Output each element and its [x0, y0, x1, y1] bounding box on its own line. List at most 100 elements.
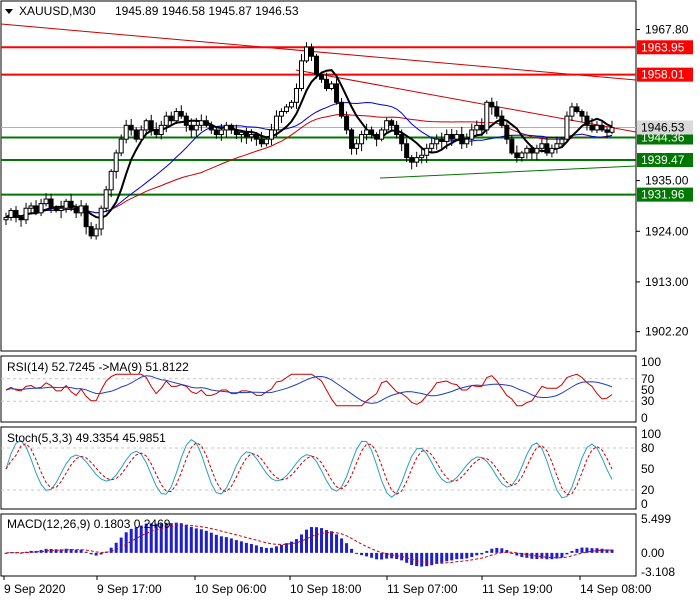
candle[interactable] — [309, 43, 315, 62]
candle[interactable] — [268, 123, 274, 146]
candle[interactable] — [414, 151, 420, 168]
candle[interactable] — [379, 127, 385, 142]
candle[interactable] — [143, 118, 149, 135]
candle[interactable] — [409, 155, 415, 170]
candle[interactable] — [479, 118, 485, 137]
trendline-mid[interactable] — [295, 69, 637, 133]
candle[interactable] — [128, 118, 134, 136]
candle[interactable] — [43, 193, 49, 207]
candle[interactable] — [153, 122, 159, 139]
candle[interactable] — [163, 111, 169, 133]
triangle-down-icon[interactable] — [5, 9, 13, 14]
candle[interactable] — [293, 83, 299, 110]
candle[interactable] — [539, 138, 545, 153]
candle[interactable] — [354, 139, 360, 155]
candle[interactable] — [223, 121, 229, 138]
candle[interactable] — [48, 193, 54, 213]
candle[interactable] — [579, 109, 585, 123]
candle[interactable] — [344, 111, 350, 135]
stoch-panel[interactable] — [0, 426, 637, 510]
candle[interactable] — [429, 136, 435, 153]
candle[interactable] — [63, 198, 69, 213]
candle[interactable] — [263, 137, 269, 147]
candle[interactable] — [133, 127, 139, 143]
candle[interactable] — [178, 105, 184, 119]
candle[interactable] — [203, 115, 209, 128]
macd-panel[interactable] — [0, 513, 637, 577]
candle[interactable] — [449, 128, 455, 146]
candle[interactable] — [509, 135, 515, 155]
candle[interactable] — [218, 123, 224, 141]
candle[interactable] — [113, 149, 119, 179]
candle[interactable] — [584, 111, 590, 131]
candle[interactable] — [303, 42, 309, 64]
candle[interactable] — [439, 132, 445, 149]
candle[interactable] — [188, 118, 194, 138]
candle[interactable] — [389, 118, 395, 131]
candle[interactable] — [248, 129, 254, 142]
candle[interactable] — [98, 205, 104, 236]
candle[interactable] — [459, 126, 465, 149]
candle[interactable] — [519, 150, 525, 162]
candle[interactable] — [529, 145, 535, 160]
candle[interactable] — [314, 54, 320, 79]
candle[interactable] — [434, 134, 440, 150]
candle[interactable] — [419, 148, 425, 164]
candle[interactable] — [198, 114, 204, 132]
candle[interactable] — [369, 126, 375, 139]
candle[interactable] — [233, 124, 239, 140]
candle[interactable] — [23, 202, 29, 225]
candle[interactable] — [258, 131, 264, 148]
candle[interactable] — [173, 108, 179, 124]
candle[interactable] — [534, 144, 540, 161]
candle[interactable] — [213, 126, 219, 139]
candle[interactable] — [13, 206, 19, 223]
candle[interactable] — [424, 143, 430, 163]
candle[interactable] — [88, 222, 94, 240]
trendline-support[interactable] — [379, 165, 637, 179]
candle[interactable] — [349, 128, 355, 155]
candle[interactable] — [569, 102, 575, 122]
price-panel[interactable] — [0, 0, 637, 352]
candle[interactable] — [564, 111, 570, 143]
candle[interactable] — [559, 136, 565, 147]
candle[interactable] — [28, 202, 34, 215]
candle[interactable] — [339, 98, 345, 119]
candle[interactable] — [273, 110, 279, 137]
candle[interactable] — [68, 193, 74, 212]
candle[interactable] — [594, 121, 600, 134]
candle[interactable] — [329, 81, 335, 91]
candle[interactable] — [33, 200, 39, 216]
candle[interactable] — [599, 121, 605, 132]
candle[interactable] — [108, 169, 114, 198]
candle[interactable] — [364, 123, 370, 141]
candle[interactable] — [38, 198, 44, 217]
candle[interactable] — [454, 130, 460, 142]
candle[interactable] — [18, 215, 24, 227]
candle[interactable] — [83, 203, 89, 235]
candle[interactable] — [609, 120, 615, 135]
candle[interactable] — [504, 122, 510, 145]
candle[interactable] — [489, 97, 495, 115]
candle[interactable] — [298, 53, 304, 92]
candle[interactable] — [103, 185, 109, 213]
candle[interactable] — [8, 208, 14, 221]
candle[interactable] — [544, 136, 550, 156]
candle[interactable] — [278, 108, 284, 123]
candle[interactable] — [138, 125, 144, 142]
candle[interactable] — [193, 117, 199, 137]
candle[interactable] — [334, 78, 340, 105]
candle[interactable] — [288, 99, 294, 109]
candle[interactable] — [554, 136, 560, 154]
candle[interactable] — [374, 132, 380, 147]
candle[interactable] — [319, 71, 325, 83]
candle[interactable] — [474, 120, 480, 135]
candle[interactable] — [404, 138, 410, 162]
candle[interactable] — [238, 129, 244, 143]
candle[interactable] — [3, 212, 9, 225]
candle[interactable] — [73, 203, 79, 218]
candle[interactable] — [228, 123, 234, 134]
candle[interactable] — [243, 127, 249, 144]
candle[interactable] — [208, 121, 214, 134]
